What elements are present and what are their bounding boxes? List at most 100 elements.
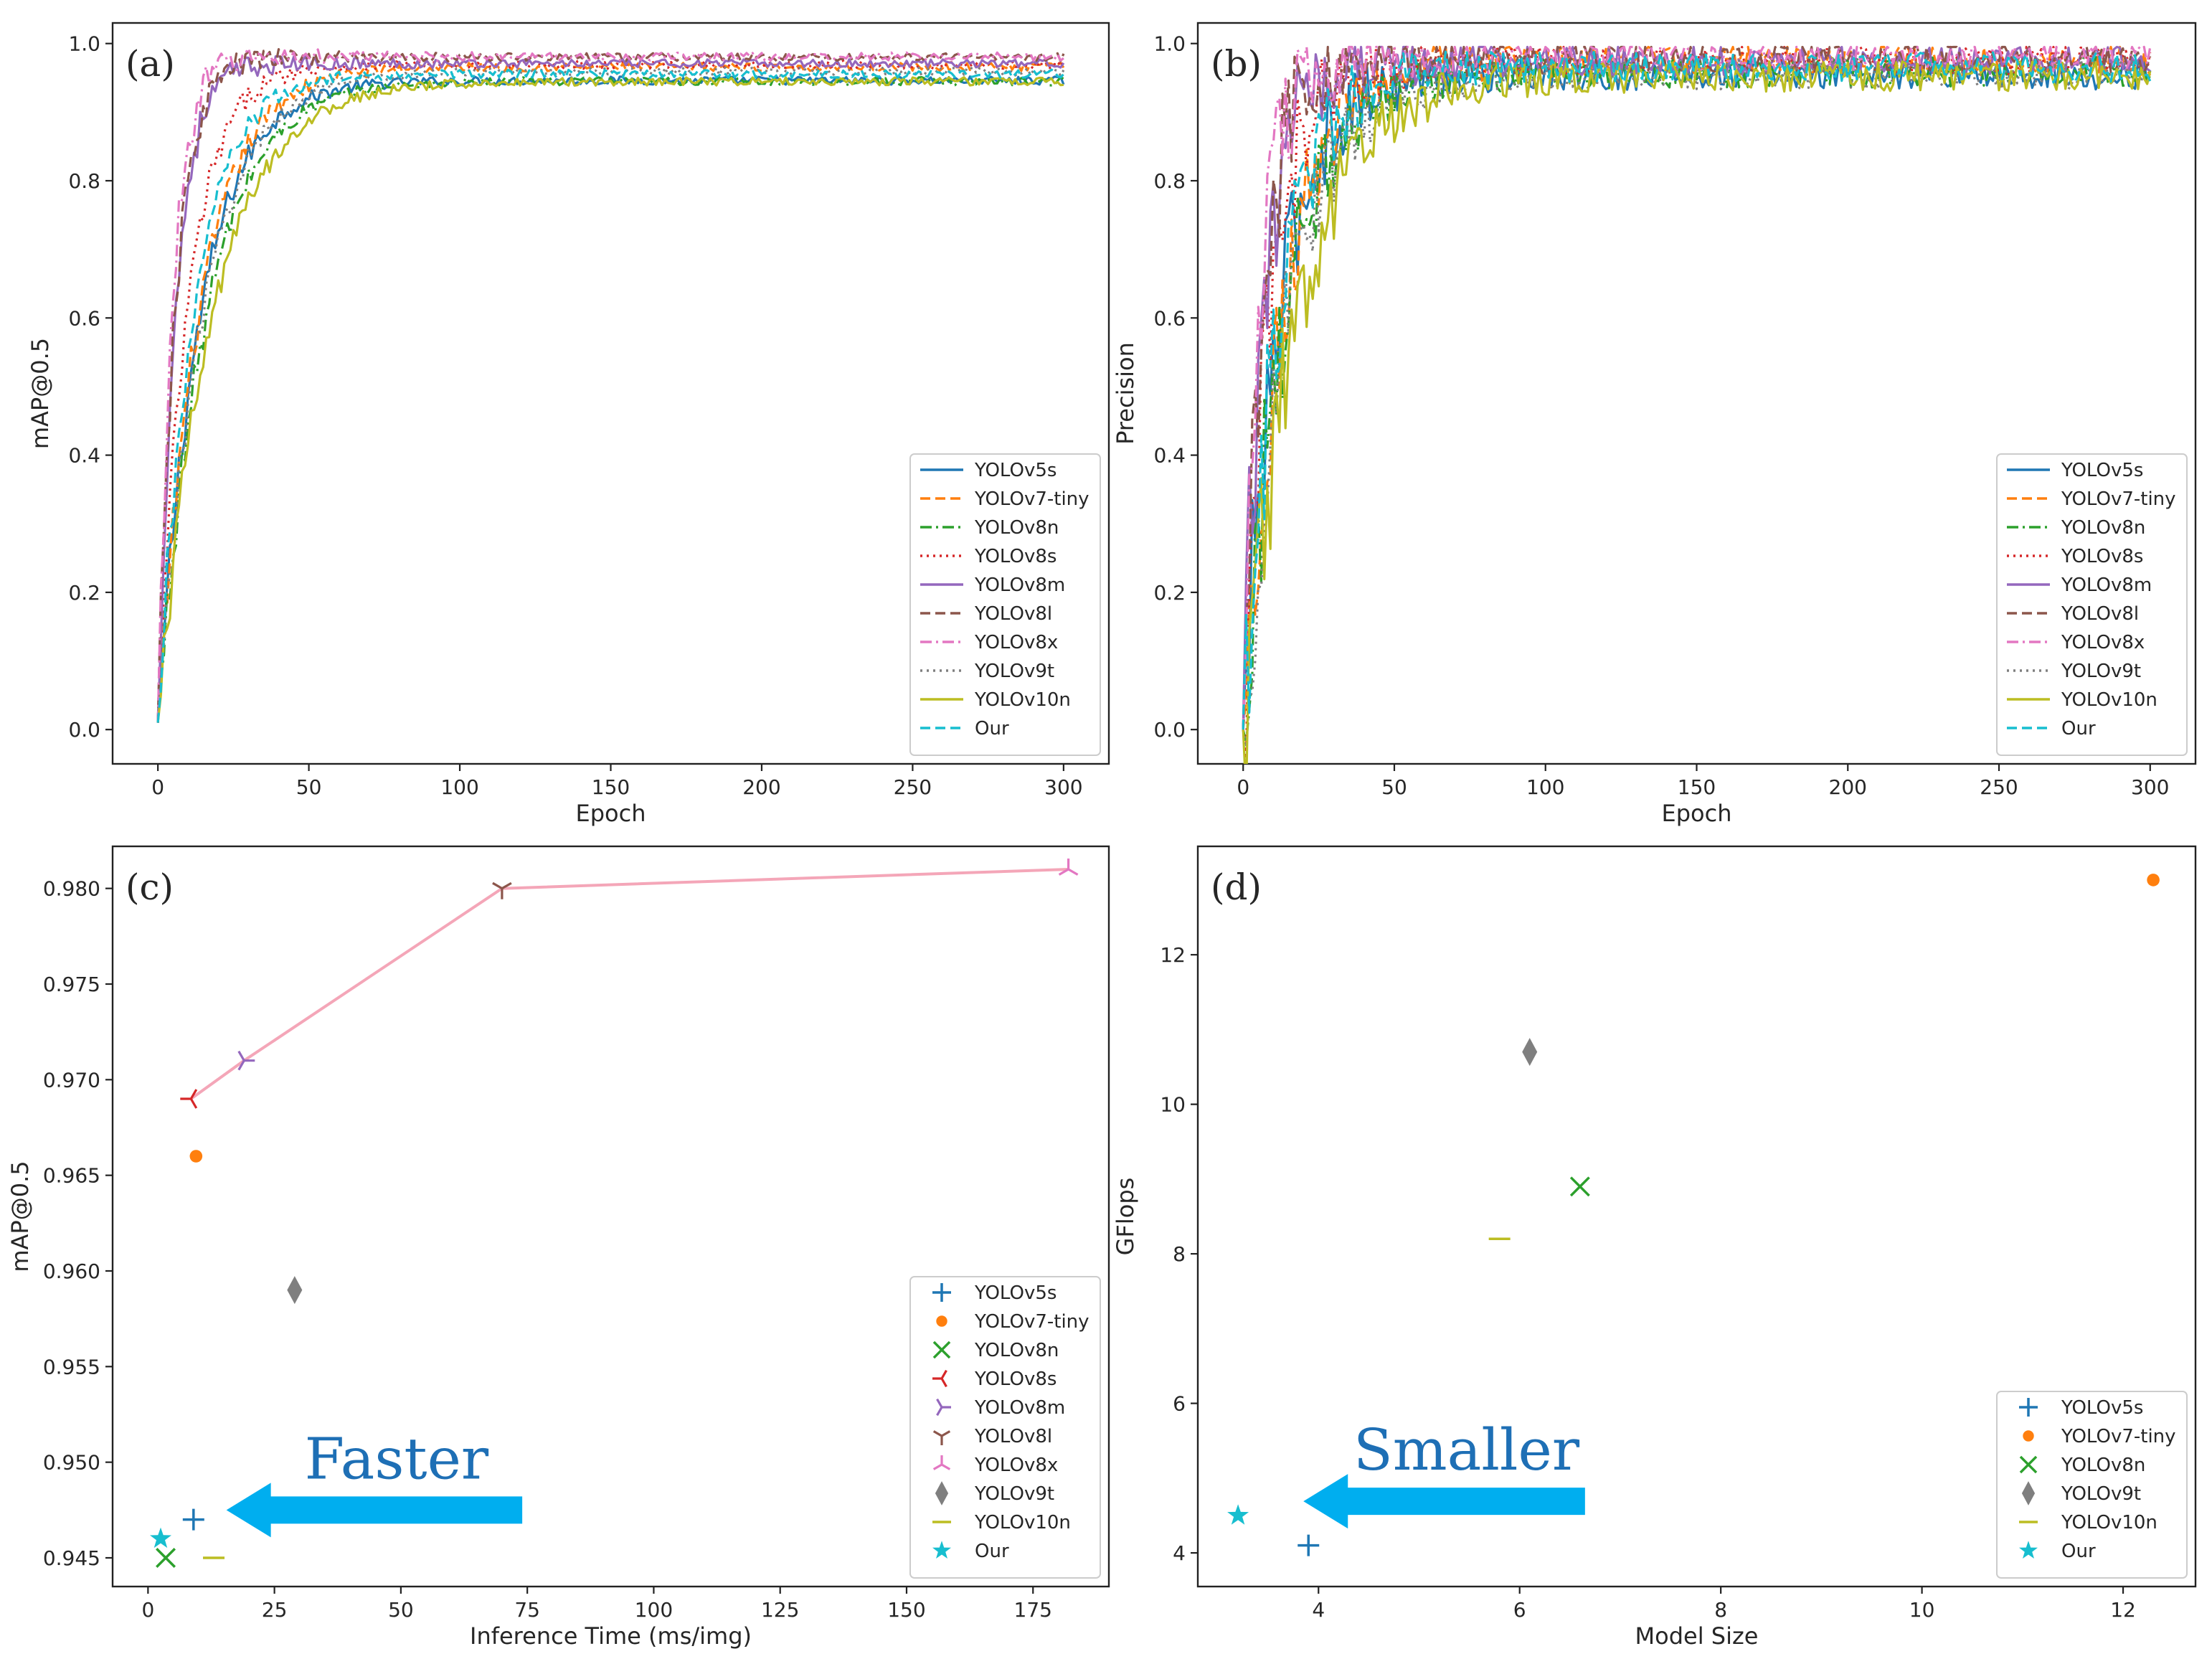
legend-marker-yolov7-tiny bbox=[936, 1315, 947, 1327]
legend-label-yolov8l: YOLOv8l bbox=[2061, 603, 2139, 625]
legend-label-yolov8s: YOLOv8s bbox=[974, 546, 1057, 567]
x-tick-label: 175 bbox=[1014, 1598, 1052, 1622]
y-tick-label: 0.8 bbox=[68, 169, 100, 193]
x-tick-label: 0 bbox=[141, 1598, 154, 1622]
x-axis-label: Epoch bbox=[1662, 800, 1732, 827]
legend: YOLOv5s YOLOv7-tiny YOLOv8n YOLOv9t YOLOv10n… bbox=[1996, 1391, 2188, 1579]
annotation-faster: Faster bbox=[226, 1425, 523, 1538]
legend-label-yolov8l: YOLOv8l bbox=[974, 1426, 1052, 1447]
legend-marker-yolov8s bbox=[932, 1369, 947, 1388]
y-tick-label: 0.0 bbox=[1153, 718, 1186, 742]
points-layer bbox=[150, 858, 1079, 1568]
point-our bbox=[150, 1527, 171, 1549]
point-yolov9t bbox=[1522, 1038, 1538, 1067]
legend-marker-our bbox=[932, 1541, 951, 1559]
y-tick-label: 1.0 bbox=[68, 32, 100, 56]
pareto-frontier-line bbox=[190, 868, 1069, 1100]
legend-label-yolov9t: YOLOv9t bbox=[2061, 661, 2141, 682]
series-line-yolov10n bbox=[156, 76, 1064, 723]
panel-label: (a) bbox=[126, 43, 175, 85]
point-yolov8m bbox=[237, 1050, 255, 1071]
x-tick-label: 200 bbox=[1829, 775, 1867, 799]
y-tick-label: 0.0 bbox=[68, 718, 100, 742]
y-tick-label: 0.4 bbox=[68, 444, 100, 468]
point-yolov8n bbox=[1569, 1176, 1590, 1197]
x-axis-label: Epoch bbox=[576, 800, 646, 827]
x-tick-label: 250 bbox=[1980, 775, 2018, 799]
point-yolov7-tiny bbox=[189, 1150, 203, 1163]
annotation-arrow bbox=[1303, 1474, 1585, 1529]
y-tick-label: 10 bbox=[1160, 1093, 1186, 1117]
legend-marker-yolov5s bbox=[932, 1283, 951, 1302]
legend-label-yolov5s: YOLOv5s bbox=[2061, 460, 2143, 481]
panel-label: (b) bbox=[1211, 43, 1262, 85]
legend-label-yolov10n: YOLOv10n bbox=[2061, 689, 2157, 711]
series-line-our bbox=[156, 68, 1065, 723]
legend-label-yolov8x: YOLOv8x bbox=[974, 632, 1058, 653]
legend-marker-yolov9t bbox=[935, 1481, 949, 1505]
y-axis-label: Precision bbox=[1112, 342, 1139, 445]
y-tick-label: 0.975 bbox=[43, 973, 100, 996]
x-tick-label: 50 bbox=[1381, 775, 1407, 799]
y-tick-label: 0.4 bbox=[1153, 444, 1186, 468]
x-axis-label: Inference Time (ms/img) bbox=[470, 1622, 752, 1650]
legend-marker-yolov8x bbox=[932, 1455, 951, 1470]
point-yolov8l bbox=[492, 881, 512, 899]
x-tick-label: 0 bbox=[151, 775, 164, 799]
legend-label-yolov7-tiny: YOLOv7-tiny bbox=[2061, 488, 2176, 510]
legend: YOLOv5s YOLOv7-tiny YOLOv8n YOLOv8s YOLOv8m Y… bbox=[1996, 453, 2188, 756]
legend-marker-yolov5s bbox=[2019, 1398, 2038, 1417]
y-tick-label: 0.2 bbox=[68, 581, 100, 605]
y-tick-label: 4 bbox=[1173, 1541, 1186, 1565]
legend-label-yolov7-tiny: YOLOv7-tiny bbox=[2061, 1426, 2176, 1447]
legend-label-yolov8x: YOLOv8x bbox=[974, 1455, 1058, 1476]
series-line-yolov8n bbox=[156, 76, 1064, 723]
x-tick-label: 150 bbox=[1678, 775, 1716, 799]
series-line-yolov8m bbox=[156, 55, 1065, 723]
series-line-our bbox=[1242, 50, 2152, 730]
legend-label-yolov9t: YOLOv9t bbox=[974, 1483, 1054, 1505]
y-tick-label: 0.955 bbox=[43, 1355, 100, 1379]
x-tick-label: 300 bbox=[1044, 775, 1082, 799]
x-tick-label: 200 bbox=[742, 775, 780, 799]
x-tick-label: 50 bbox=[388, 1598, 414, 1622]
x-tick-label: 50 bbox=[296, 775, 322, 799]
legend-label-yolov9t: YOLOv9t bbox=[974, 661, 1054, 682]
series-layer bbox=[1242, 45, 2152, 764]
legend-marker-yolov9t bbox=[2021, 1481, 2036, 1505]
legend-label-yolov5s: YOLOv5s bbox=[2061, 1397, 2143, 1419]
x-tick-label: 25 bbox=[262, 1598, 288, 1622]
x-axis-label: Model Size bbox=[1635, 1622, 1759, 1650]
legend-label-yolov8l: YOLOv8l bbox=[974, 603, 1052, 625]
series-layer bbox=[156, 47, 1065, 723]
legend-box bbox=[1996, 1391, 2188, 1579]
x-tick-label: 8 bbox=[1714, 1598, 1727, 1622]
legend: YOLOv5s YOLOv7-tiny YOLOv8n YOLOv8s YOLOv8m Y… bbox=[909, 453, 1101, 756]
panel-a-map-vs-epoch: 0 50 100 150 200 250 300 0.0 0.2 0.4 0.6 0.8 1.0 Epoc… bbox=[27, 22, 1110, 827]
point-yolov7-tiny bbox=[2147, 874, 2160, 887]
y-tick-label: 0.945 bbox=[43, 1546, 100, 1570]
x-tick-label: 0 bbox=[1237, 775, 1249, 799]
series-line-yolov9t bbox=[1242, 58, 2151, 749]
x-tick-label: 300 bbox=[2131, 775, 2169, 799]
x-tick-label: 150 bbox=[887, 1598, 925, 1622]
legend-label-yolov8x: YOLOv8x bbox=[2061, 632, 2145, 653]
legend-label-yolov8n: YOLOv8n bbox=[2061, 1455, 2145, 1476]
x-tick-label: 100 bbox=[440, 775, 478, 799]
y-tick-label: 0.950 bbox=[43, 1451, 100, 1475]
points-layer bbox=[1227, 874, 2160, 1556]
x-tick-label: 100 bbox=[635, 1598, 673, 1622]
y-tick-label: 0.6 bbox=[1153, 306, 1186, 330]
x-tick-label: 4 bbox=[1312, 1598, 1325, 1622]
y-tick-label: 0.970 bbox=[43, 1068, 100, 1092]
y-tick-label: 6 bbox=[1173, 1392, 1186, 1416]
x-tick-label: 125 bbox=[761, 1598, 799, 1622]
x-tick-label: 250 bbox=[894, 775, 932, 799]
x-tick-label: 100 bbox=[1526, 775, 1564, 799]
legend-label-yolov8n: YOLOv8n bbox=[974, 1340, 1059, 1361]
annotation-smaller: Smaller bbox=[1303, 1417, 1585, 1529]
legend-marker-yolov7-tiny bbox=[2023, 1430, 2034, 1442]
annotation-arrow bbox=[226, 1483, 523, 1538]
annotation-text: Faster bbox=[305, 1425, 489, 1492]
